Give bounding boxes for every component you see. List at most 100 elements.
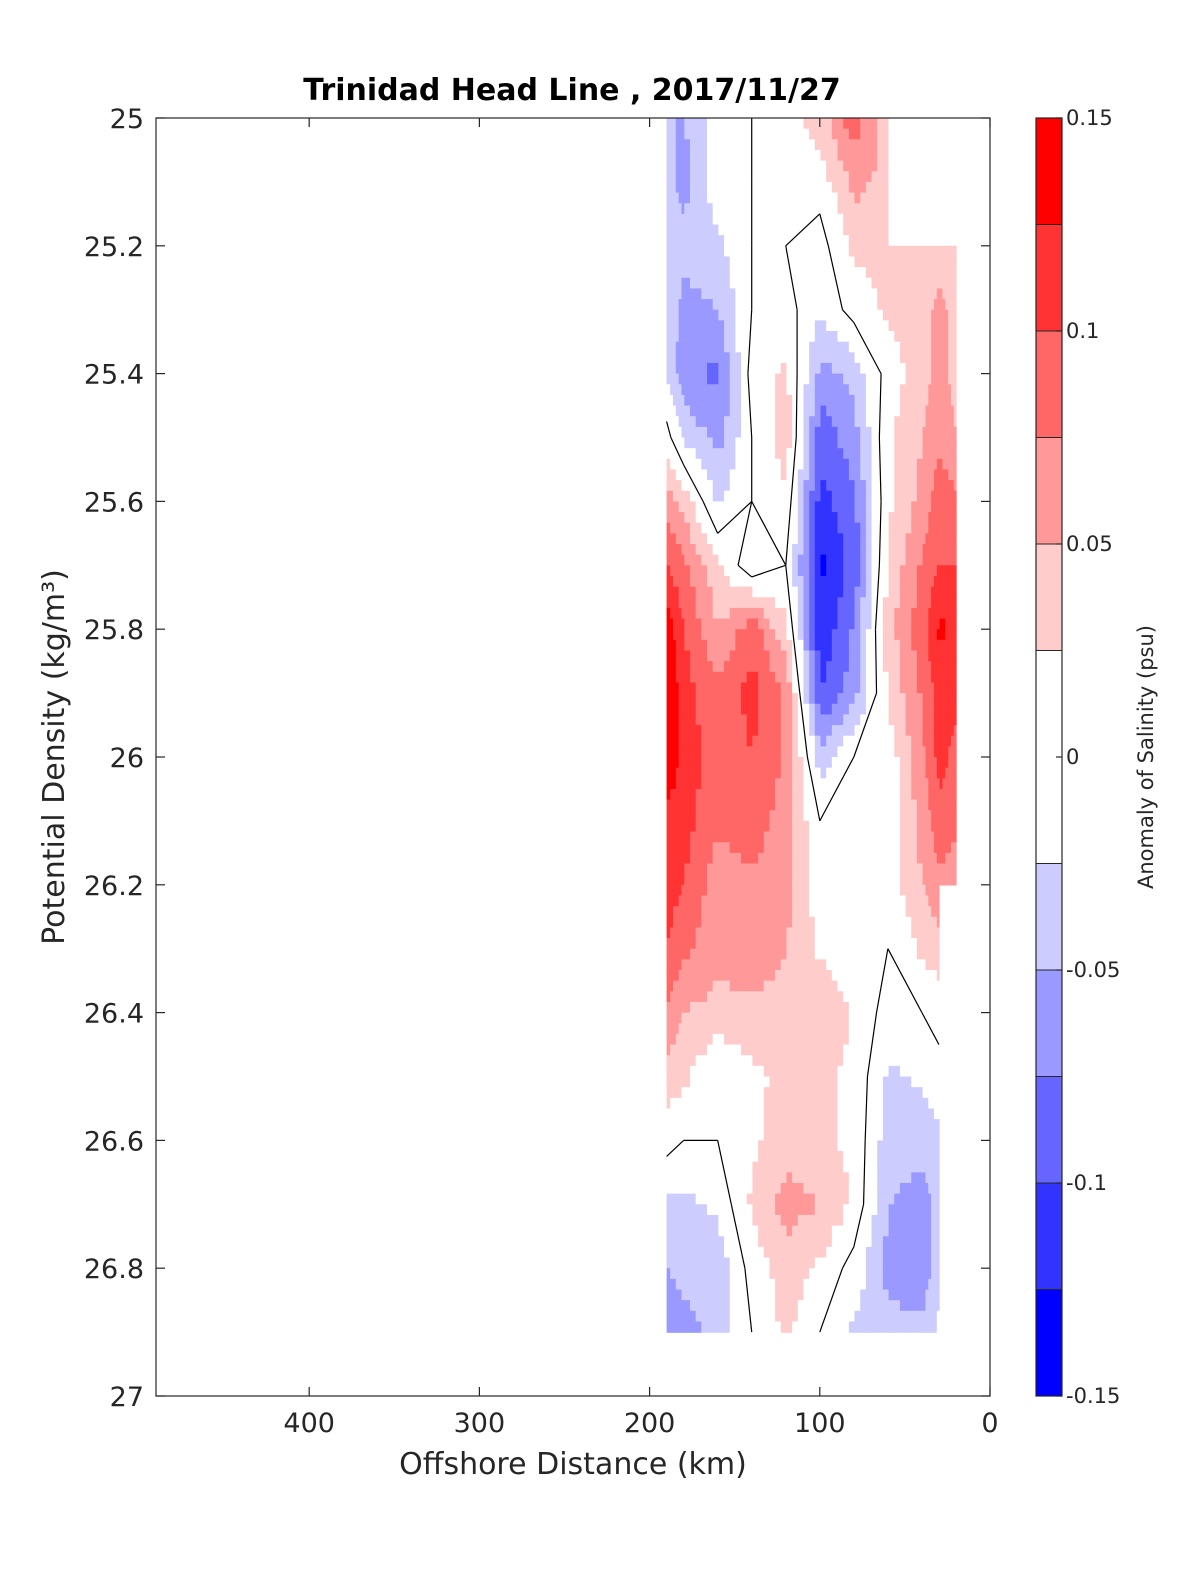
contour-cell [893, 661, 900, 673]
contour-cell [712, 874, 719, 886]
contour-cell [797, 192, 804, 204]
contour-cell [947, 384, 951, 396]
contour-cell [734, 426, 742, 439]
contour-cell [853, 118, 861, 130]
contour-cell [680, 597, 685, 609]
contour-cell [768, 118, 776, 130]
contour-cell [910, 799, 917, 811]
contour-cell [859, 416, 866, 428]
contour-cell [677, 544, 682, 556]
contour-cell [785, 650, 793, 662]
contour-cell [848, 1055, 855, 1067]
contour-cell [941, 299, 946, 311]
contour-cell [882, 341, 889, 353]
contour-cell [831, 991, 838, 1003]
contour-cell [683, 970, 691, 982]
contour-cell [694, 629, 702, 641]
contour-cell [677, 618, 682, 630]
contour-cell [882, 852, 889, 865]
contour-cell [814, 299, 821, 311]
contour-cell [740, 171, 747, 183]
contour-cell [680, 863, 685, 875]
contour-cell [953, 512, 957, 524]
contour-cell [751, 256, 759, 268]
contour-cell [814, 991, 821, 1003]
contour-cell [921, 661, 926, 673]
contour-cell [780, 128, 787, 140]
contour-cell [751, 448, 759, 460]
contour-cell [669, 852, 673, 865]
contour-cell [808, 629, 815, 641]
contour-cell [921, 331, 926, 343]
contour-cell [870, 213, 878, 226]
contour-cell [848, 991, 855, 1003]
contour-cell [694, 224, 702, 236]
contour-cell [680, 203, 685, 215]
contour-cell [802, 373, 810, 385]
contour-cell [916, 1055, 923, 1067]
contour-cell [825, 331, 832, 343]
contour-cell [791, 629, 798, 641]
contour-cell [876, 245, 883, 258]
contour-cell [853, 991, 861, 1003]
contour-cell [763, 426, 770, 439]
contour-cell [916, 352, 923, 364]
contour-cell [853, 490, 861, 503]
contour-cell [746, 331, 753, 343]
contour-cell [924, 746, 929, 758]
contour-cell [677, 522, 682, 535]
contour-cell [853, 874, 861, 886]
contour-cell [936, 725, 940, 737]
contour-cell [675, 149, 679, 162]
contour-cell [916, 852, 923, 865]
contour-cell [814, 597, 821, 609]
contour-cell [941, 309, 946, 322]
contour-cell [751, 490, 759, 503]
contour-cell [746, 118, 753, 130]
contour-cell [768, 1012, 776, 1024]
contour-cell [717, 980, 725, 992]
contour-cell [717, 991, 725, 1003]
contour-cell [936, 778, 940, 790]
contour-cell [774, 522, 781, 535]
contour-cell [763, 767, 770, 779]
contour-cell [694, 416, 702, 428]
contour-cell [680, 160, 685, 172]
contour-cell [924, 1023, 929, 1035]
contour-cell [706, 565, 713, 577]
contour-cell [876, 607, 883, 620]
contour-cell [680, 405, 685, 417]
contour-cell [876, 522, 883, 535]
contour-cell [675, 788, 679, 801]
contour-cell [947, 778, 951, 790]
contour-cell [683, 224, 691, 236]
contour-cell [825, 501, 832, 513]
contour-cell [675, 991, 679, 1003]
contour-cell [683, 139, 691, 151]
contour-cell [768, 171, 776, 183]
contour-cell [768, 480, 776, 492]
contour-cell [865, 373, 872, 385]
contour-cell [825, 959, 832, 971]
contour-cell [797, 1001, 804, 1014]
contour-cell [669, 160, 673, 172]
contour-cell [819, 267, 827, 279]
contour-cell [808, 544, 815, 556]
contour-cell [899, 959, 906, 971]
contour-cell [848, 671, 855, 684]
contour-cell [933, 970, 937, 982]
contour-cell [763, 213, 770, 226]
contour-cell [780, 480, 787, 492]
contour-cell [677, 331, 682, 343]
contour-cell [865, 735, 872, 748]
contour-cell [887, 1001, 895, 1014]
contour-cell [774, 448, 781, 460]
contour-cell [717, 309, 725, 322]
contour-cell [734, 607, 742, 620]
contour-cell [734, 320, 742, 332]
contour-cell [904, 895, 912, 907]
contour-cell [944, 767, 949, 779]
contour-cell [791, 842, 798, 854]
contour-cell [953, 799, 957, 811]
contour-cell [927, 480, 932, 492]
